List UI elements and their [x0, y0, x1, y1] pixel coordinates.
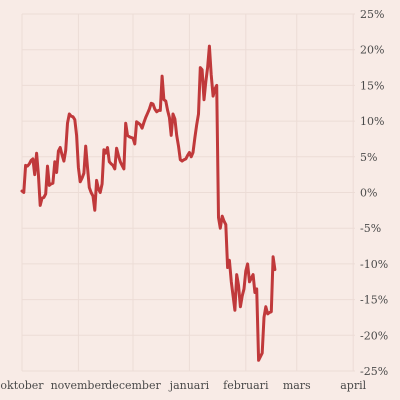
x-tick-label: december — [105, 379, 161, 392]
x-tick-label: februari — [223, 379, 269, 392]
y-tick-label: 0% — [360, 187, 377, 200]
y-tick-label: 10% — [360, 115, 384, 128]
x-tick-label: mars — [283, 379, 311, 392]
x-tick-label: januari — [168, 379, 210, 392]
y-tick-label: -10% — [360, 258, 388, 271]
y-tick-label: 5% — [360, 151, 377, 164]
series-line — [20, 44, 277, 362]
gridlines — [21, 13, 355, 372]
x-tick-label: november — [51, 379, 107, 392]
series-layer — [20, 44, 277, 362]
y-tick-label: -25% — [360, 365, 388, 378]
x-axis-ticks: oktober november december januari februari ma… — [0, 379, 366, 392]
y-tick-label: -5% — [360, 222, 381, 235]
y-tick-label: -15% — [360, 294, 388, 307]
y-tick-label: 15% — [360, 79, 384, 92]
x-tick-label: april — [340, 379, 366, 392]
y-tick-label: -20% — [360, 329, 388, 342]
x-tick-label: oktober — [0, 379, 44, 392]
y-axis-ticks: 25% 20% 15% 10% 5% 0% -5% -10% -15% -20% -25% — [360, 8, 388, 378]
y-tick-label: 20% — [360, 44, 384, 57]
y-tick-label: 25% — [360, 8, 384, 21]
